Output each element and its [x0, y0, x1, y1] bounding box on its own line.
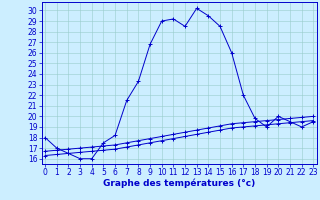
X-axis label: Graphe des températures (°c): Graphe des températures (°c) [103, 179, 255, 188]
